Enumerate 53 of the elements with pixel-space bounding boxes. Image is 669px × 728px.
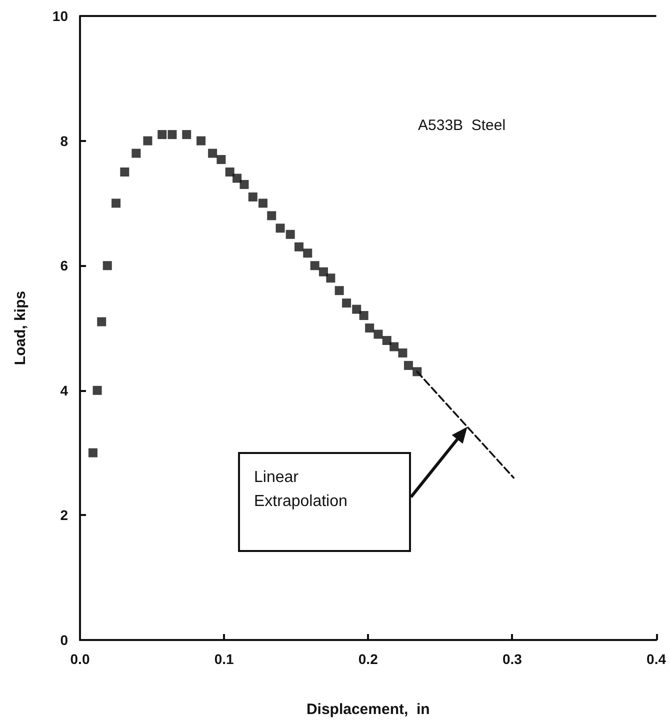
point xyxy=(294,242,304,252)
x-tick-label: 0.2 xyxy=(358,651,378,667)
point xyxy=(286,230,295,239)
point xyxy=(258,198,268,208)
point xyxy=(143,136,152,146)
point xyxy=(318,267,328,276)
annotation: A533B Steel xyxy=(418,117,506,134)
point xyxy=(102,261,112,270)
point xyxy=(374,330,383,339)
x-axis-title: Displacement, in xyxy=(306,701,430,718)
point xyxy=(382,336,392,345)
y-tick-label: 2 xyxy=(60,507,68,524)
point xyxy=(248,192,258,202)
point xyxy=(120,168,130,176)
point xyxy=(365,324,374,332)
point xyxy=(168,130,177,140)
point xyxy=(208,148,218,158)
point xyxy=(342,298,352,308)
point xyxy=(158,130,167,140)
point xyxy=(232,174,242,183)
point xyxy=(267,211,276,220)
point xyxy=(334,286,344,296)
point xyxy=(216,155,226,164)
point xyxy=(326,274,336,283)
x-tick-label: 0.1 xyxy=(214,651,234,667)
y-axis-title: Load, kips xyxy=(12,290,29,366)
point xyxy=(196,136,206,146)
point xyxy=(182,130,192,140)
point xyxy=(88,448,98,458)
point xyxy=(97,317,106,326)
point xyxy=(225,168,234,176)
point xyxy=(276,224,285,233)
x-tick-label: 0.3 xyxy=(502,651,522,667)
text-box: Linear Extrapolation xyxy=(238,452,411,552)
point xyxy=(390,342,399,352)
y-tick-label: 10 xyxy=(52,8,68,24)
annotation: Linear Extrapolation xyxy=(254,468,348,512)
point xyxy=(240,180,249,189)
y-tick-label: 0 xyxy=(60,632,68,648)
point xyxy=(132,148,141,158)
x-tick-label: 0.4 xyxy=(646,651,666,667)
point xyxy=(359,311,368,320)
point xyxy=(398,348,408,358)
point xyxy=(92,386,102,395)
point xyxy=(112,198,121,208)
y-tick-label: 8 xyxy=(60,132,68,149)
point xyxy=(303,248,312,258)
y-tick-label: 6 xyxy=(60,258,68,274)
x-tick-label: 0.0 xyxy=(70,651,90,667)
point xyxy=(310,261,320,270)
y-tick-label: 4 xyxy=(60,382,68,398)
point xyxy=(404,360,413,370)
point xyxy=(352,304,362,314)
